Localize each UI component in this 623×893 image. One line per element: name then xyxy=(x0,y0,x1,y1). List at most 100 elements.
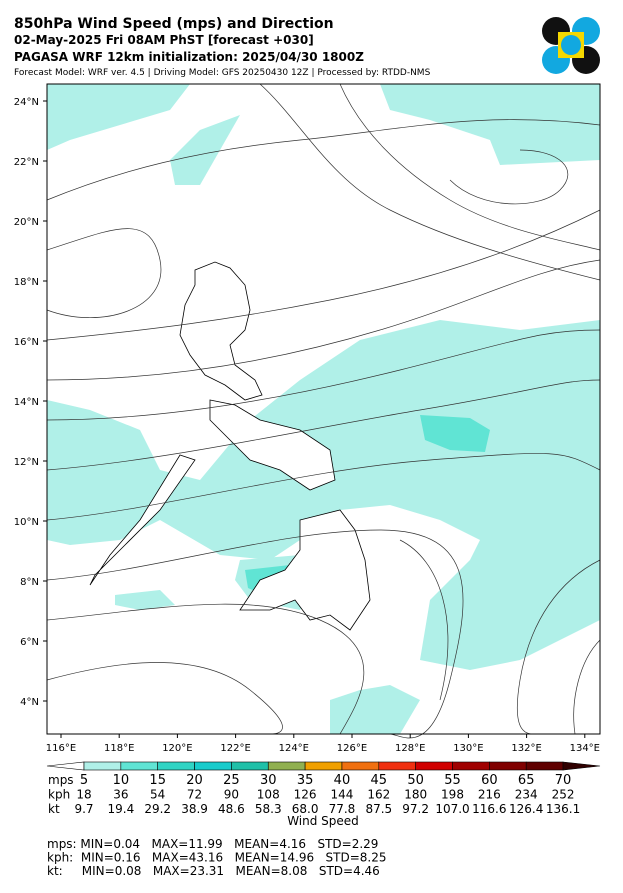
kt-label: 19.4 xyxy=(107,802,134,816)
lat-label: 12°N xyxy=(14,457,39,468)
colorbar-end xyxy=(46,761,85,771)
lat-label: 6°N xyxy=(20,637,39,648)
colorbar-segment xyxy=(157,761,195,771)
lon-label: 120°E xyxy=(162,743,192,754)
mps-label: 15 xyxy=(149,773,166,788)
stats-line: mps: MIN=0.04 MAX=11.99 MEAN=4.16 STD=2.… xyxy=(47,837,378,851)
island xyxy=(89,454,196,586)
mps-label: 50 xyxy=(407,773,424,788)
colorbar-segment xyxy=(452,761,490,771)
init-line: PAGASA WRF 12km initialization: 2025/04/… xyxy=(14,50,364,64)
kph-label: 252 xyxy=(552,788,575,802)
lat-label: 16°N xyxy=(14,337,39,348)
kph-label: 216 xyxy=(478,788,501,802)
map xyxy=(46,83,601,739)
lat-label: 8°N xyxy=(20,577,39,588)
shade xyxy=(170,115,240,185)
ticks: 116°E 118°E 120°E 122°E 124°E 126°E 128°E 130°E… xyxy=(14,97,600,754)
kph-label: 144 xyxy=(330,788,353,802)
stats-line: kph: MIN=0.16 MAX=43.16 MEAN=14.96 STD=8… xyxy=(47,851,387,865)
lat-label: 18°N xyxy=(14,277,39,288)
mps-label: 65 xyxy=(518,773,535,788)
mps-label: 5 xyxy=(80,773,88,788)
colorbar-segment xyxy=(415,761,453,771)
colorbar-segment xyxy=(194,761,232,771)
mps-label: 55 xyxy=(444,773,461,788)
colorbar: mps 5 10 15 20 25 30 35 40 45 50 55 60 65 70 kph 18 36 54 7… xyxy=(46,761,601,816)
lat-label: 24°N xyxy=(14,97,39,108)
island xyxy=(179,261,263,401)
kt-label: 97.2 xyxy=(402,802,429,816)
kt-label: 116.6 xyxy=(472,802,506,816)
model-line: Forecast Model: WRF ver. 4.5 | Driving M… xyxy=(14,68,431,78)
lon-label: 128°E xyxy=(395,743,425,754)
colorbar-segment xyxy=(525,761,564,771)
kph-label: 18 xyxy=(76,788,91,802)
date-line: 02-May-2025 Fri 08AM PhST [forecast +030… xyxy=(14,33,314,47)
lat-label: 22°N xyxy=(14,157,39,168)
colorbar-segment xyxy=(83,761,122,771)
kt-label: 29.2 xyxy=(144,802,171,816)
mps-label: 10 xyxy=(113,773,130,788)
kt-label: 126.4 xyxy=(509,802,543,816)
kt-label: 107.0 xyxy=(435,802,469,816)
kph-label: 126 xyxy=(294,788,317,802)
kph-label: 108 xyxy=(257,788,280,802)
logo xyxy=(542,17,600,74)
row-name: mps xyxy=(48,773,74,787)
lat-label: 20°N xyxy=(14,217,39,228)
row-name: kph xyxy=(48,788,70,802)
kt-label: 48.6 xyxy=(218,802,245,816)
lon-label: 134°E xyxy=(570,743,600,754)
kph-label: 90 xyxy=(224,788,239,802)
island xyxy=(209,399,336,491)
kph-label: 162 xyxy=(367,788,390,802)
colorbar-segment xyxy=(378,761,416,771)
streamlines xyxy=(46,83,601,739)
colorbar-segment xyxy=(489,761,527,771)
lon-label: 132°E xyxy=(511,743,541,754)
kt-label: 87.5 xyxy=(365,802,392,816)
lat-label: 14°N xyxy=(14,397,39,408)
colorbar-end xyxy=(562,761,601,771)
lat-label: 4°N xyxy=(20,697,39,708)
kph-label: 180 xyxy=(404,788,427,802)
shade xyxy=(115,590,175,610)
lon-label: 126°E xyxy=(337,743,367,754)
colorbar-segment xyxy=(120,761,158,771)
mps-label: 35 xyxy=(297,773,314,788)
colorbar-title: Wind Speed xyxy=(287,814,359,828)
lon-label: 130°E xyxy=(453,743,483,754)
kph-label: 54 xyxy=(150,788,165,802)
colorbar-segment xyxy=(267,761,306,771)
stats: mps: MIN=0.04 MAX=11.99 MEAN=4.16 STD=2.… xyxy=(47,837,387,878)
colorbar-segment xyxy=(304,761,343,771)
colorbar-segment xyxy=(341,761,380,771)
mps-label: 70 xyxy=(555,773,572,788)
kt-label: 68.0 xyxy=(292,802,319,816)
mps-label: 40 xyxy=(334,773,351,788)
mps-label: 25 xyxy=(223,773,240,788)
lat-label: 10°N xyxy=(14,517,39,528)
mps-label: 20 xyxy=(186,773,203,788)
kt-label: 77.8 xyxy=(329,802,356,816)
map-border xyxy=(46,83,601,735)
mps-label: 30 xyxy=(260,773,277,788)
mps-label: 60 xyxy=(481,773,498,788)
kt-label: 38.9 xyxy=(181,802,208,816)
shade xyxy=(330,685,420,734)
lon-label: 116°E xyxy=(46,743,76,754)
kt-label: 58.3 xyxy=(255,802,282,816)
lon-label: 122°E xyxy=(220,743,250,754)
lon-label: 124°E xyxy=(279,743,309,754)
shade xyxy=(47,84,190,150)
row-name: kt xyxy=(48,802,60,816)
shade xyxy=(380,84,600,165)
kt-label: 136.1 xyxy=(546,802,580,816)
colorbar-segment xyxy=(231,761,269,771)
shade-strong xyxy=(420,415,490,452)
kt-label: 9.7 xyxy=(74,802,93,816)
mps-label: 45 xyxy=(371,773,388,788)
